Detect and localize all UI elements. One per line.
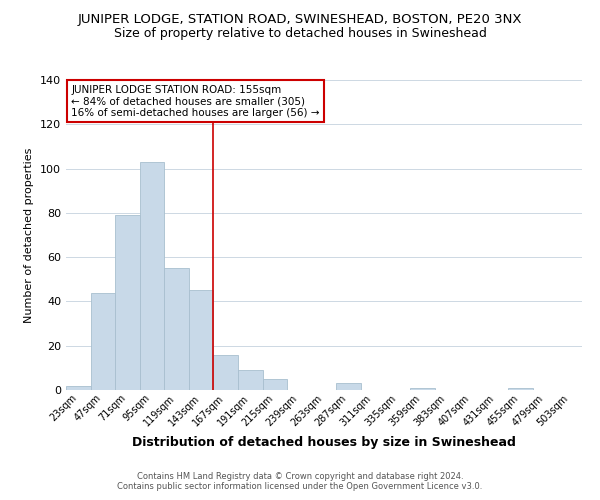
- Bar: [238, 370, 263, 390]
- Bar: [214, 354, 238, 390]
- Bar: [91, 292, 115, 390]
- Bar: [164, 268, 189, 390]
- Bar: [140, 162, 164, 390]
- Text: Contains public sector information licensed under the Open Government Licence v3: Contains public sector information licen…: [118, 482, 482, 491]
- Bar: [189, 290, 214, 390]
- Text: Contains HM Land Registry data © Crown copyright and database right 2024.: Contains HM Land Registry data © Crown c…: [137, 472, 463, 481]
- Bar: [336, 384, 361, 390]
- X-axis label: Distribution of detached houses by size in Swineshead: Distribution of detached houses by size …: [132, 436, 516, 449]
- Bar: [410, 388, 434, 390]
- Text: Size of property relative to detached houses in Swineshead: Size of property relative to detached ho…: [113, 28, 487, 40]
- Bar: [66, 386, 91, 390]
- Bar: [508, 388, 533, 390]
- Text: JUNIPER LODGE, STATION ROAD, SWINESHEAD, BOSTON, PE20 3NX: JUNIPER LODGE, STATION ROAD, SWINESHEAD,…: [78, 12, 522, 26]
- Text: JUNIPER LODGE STATION ROAD: 155sqm
← 84% of detached houses are smaller (305)
16: JUNIPER LODGE STATION ROAD: 155sqm ← 84%…: [71, 84, 320, 118]
- Bar: [115, 215, 140, 390]
- Bar: [263, 379, 287, 390]
- Y-axis label: Number of detached properties: Number of detached properties: [25, 148, 34, 322]
